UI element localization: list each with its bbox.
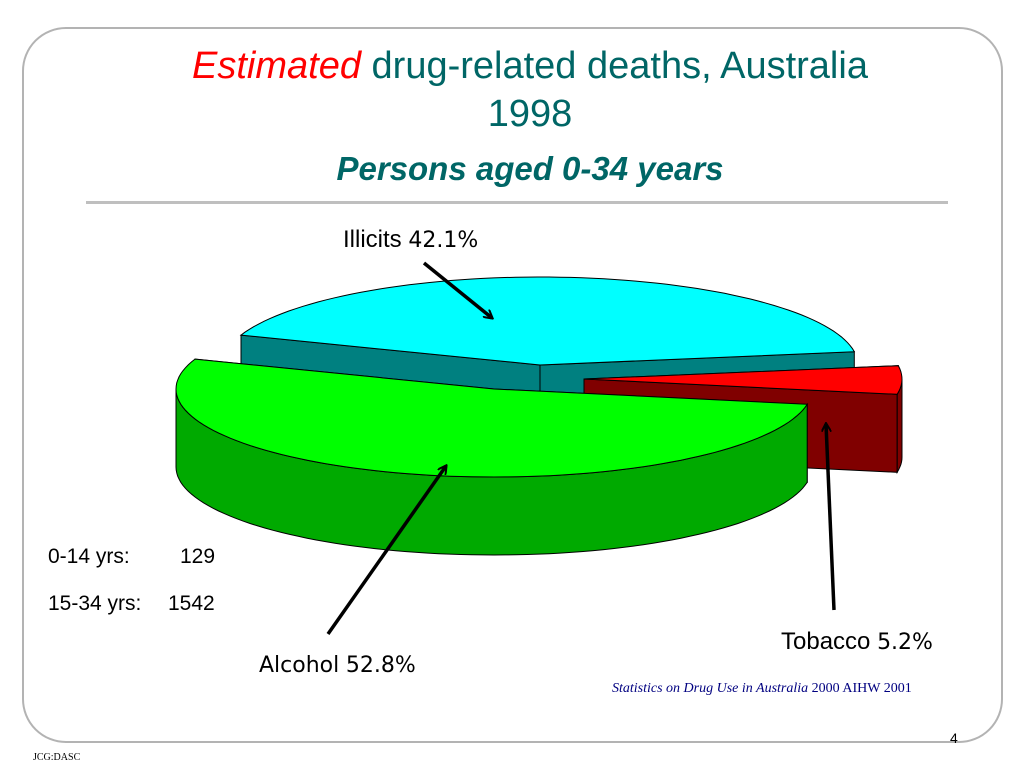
illicits-label: Illicits 42.1% [343, 226, 478, 254]
age-group-value: 1542 [168, 592, 215, 615]
source-title: Statistics on Drug Use in Australia [612, 681, 809, 696]
source-publisher: 2000 AIHW 2001 [808, 681, 912, 696]
age-group-row: 0-14 yrs: 129 [48, 545, 215, 569]
footer-text: JCG:DASC [33, 752, 81, 763]
tobacco-slice-top [583, 365, 903, 395]
age-group-value: 129 [180, 545, 216, 568]
tobacco-name: Tobacco [781, 628, 871, 655]
source-citation: Statistics on Drug Use in Australia 2000… [612, 681, 912, 697]
pie-arrows [326, 261, 836, 636]
pie-slices [175, 276, 903, 556]
age-group-row: 15-34 yrs: 1542 [48, 592, 215, 616]
alcohol-percent: 52.8% [345, 653, 416, 678]
title-emphasis: Estimated [192, 45, 361, 87]
slide-title: Estimated drug-related deaths, Australia [80, 44, 980, 88]
alcohol-label: Alcohol 52.8% [259, 651, 416, 679]
slide-subtitle: Persons aged 0-34 years [336, 150, 724, 187]
title-divider [86, 201, 948, 204]
page-number: 4 [950, 730, 958, 746]
title-text: drug-related deaths, Australia [360, 45, 868, 87]
alcohol-arrow [326, 466, 446, 636]
tobacco-label: Tobacco 5.2% [781, 628, 933, 656]
age-group-label: 15-34 yrs: [48, 592, 142, 615]
illicits-slice-top [239, 276, 856, 366]
title-year: 1998 [487, 93, 573, 135]
alcohol-name: Alcohol [259, 653, 340, 678]
tobacco-percent: 5.2% [877, 630, 933, 655]
age-group-label: 0-14 yrs: [48, 545, 130, 568]
illicits-name: Illicits [343, 226, 402, 253]
tobacco-arrow [826, 424, 836, 611]
alcohol-slice-top [175, 358, 809, 478]
illicits-percent: 42.1% [408, 228, 479, 253]
illicits-arrow [422, 261, 492, 318]
slide-frame [22, 27, 1003, 743]
